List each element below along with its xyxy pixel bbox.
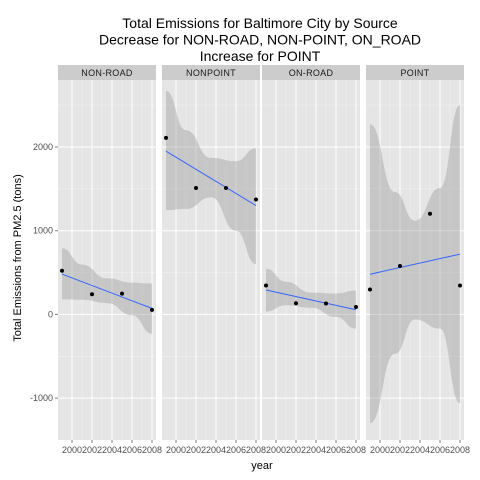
facet-strip — [162, 65, 260, 80]
data-point — [428, 211, 432, 216]
data-point — [324, 301, 328, 306]
x-tick-label: 2004 — [410, 445, 430, 455]
data-point — [164, 135, 168, 140]
y-tick-label: -1000 — [30, 393, 53, 403]
facet-strip-label: POINT — [400, 68, 429, 78]
data-point — [60, 268, 64, 273]
panel-nonpoint: NONPOINT 2000 2002 2004 2006 2008 — [162, 65, 266, 455]
x-tick-label: 2000 — [370, 445, 390, 455]
regression-line — [165, 150, 257, 207]
x-tick-label: 2000 — [62, 445, 82, 455]
x-tick-label: 2000 — [166, 445, 186, 455]
x-tick-label: 2008 — [246, 445, 266, 455]
panel-non-road: NON-ROAD 2000 2002 2004 2006 2008 — [58, 65, 162, 455]
data-point — [254, 197, 258, 202]
facet-strip-label: NON-ROAD — [81, 68, 133, 78]
regression-line — [61, 273, 153, 309]
x-tick-label: 2004 — [306, 445, 326, 455]
data-point — [354, 305, 358, 310]
x-tick-label: 2006 — [226, 445, 246, 455]
y-tick-label: 0 — [48, 309, 53, 319]
data-point — [150, 307, 154, 312]
chart-title-line-3: Increase for POINT — [200, 48, 321, 64]
data-point — [194, 186, 198, 190]
x-tick-label: 2002 — [390, 445, 410, 455]
facet-strip-label: ON-ROAD — [289, 68, 334, 78]
y-tick-label: 1000 — [33, 226, 53, 236]
confidence-band — [166, 90, 256, 265]
data-point — [120, 291, 124, 296]
chart-title-line-2: Decrease for NON-ROAD, NON-POINT, ON_ROA… — [99, 32, 421, 48]
x-tick-label: 2008 — [346, 445, 366, 455]
x-tick-label: 2008 — [450, 445, 470, 455]
facet-strip-label: NONPOINT — [186, 68, 236, 78]
x-tick-label: 2002 — [82, 445, 102, 455]
panel-background — [366, 80, 464, 440]
y-axis: -1000 0 1000 2000 — [30, 142, 58, 403]
x-tick-label: 2006 — [326, 445, 346, 455]
panel-background — [162, 80, 260, 440]
data-point — [368, 287, 372, 292]
x-tick-label: 2002 — [186, 445, 206, 455]
x-tick-label: 2006 — [430, 445, 450, 455]
x-tick-label: 2008 — [142, 445, 162, 455]
chart-title-line-1: Total Emissions for Baltimore City by So… — [122, 15, 398, 31]
facet-strip — [58, 65, 156, 80]
data-point — [398, 263, 402, 268]
panel-on-road: ON-ROAD 2000 2002 2004 2006 2008 — [262, 65, 366, 455]
x-tick-label: 2004 — [102, 445, 122, 455]
confidence-band — [266, 268, 356, 329]
panel-point: POINT 2000 2002 2004 2006 2008 — [366, 65, 470, 455]
x-axis-title: year — [251, 460, 273, 472]
data-point — [224, 186, 228, 190]
y-tick-label: 2000 — [33, 142, 53, 152]
facet-strip — [262, 65, 360, 80]
x-tick-label: 2004 — [206, 445, 226, 455]
x-tick-label: 2006 — [122, 445, 142, 455]
x-tick-label: 2000 — [266, 445, 286, 455]
data-point — [264, 283, 268, 288]
regression-line — [369, 253, 461, 275]
data-point — [294, 301, 298, 306]
panel-background — [262, 80, 360, 440]
facet-strip — [366, 65, 464, 80]
panel-background — [58, 80, 156, 440]
x-tick-label: 2002 — [286, 445, 306, 455]
data-point — [458, 283, 462, 288]
data-point — [90, 292, 94, 297]
regression-line — [265, 289, 357, 311]
chart-title: Total Emissions for Baltimore City by So… — [99, 15, 421, 64]
y-axis-title: Total Emissions from PM2.5 (tons) — [12, 174, 24, 342]
